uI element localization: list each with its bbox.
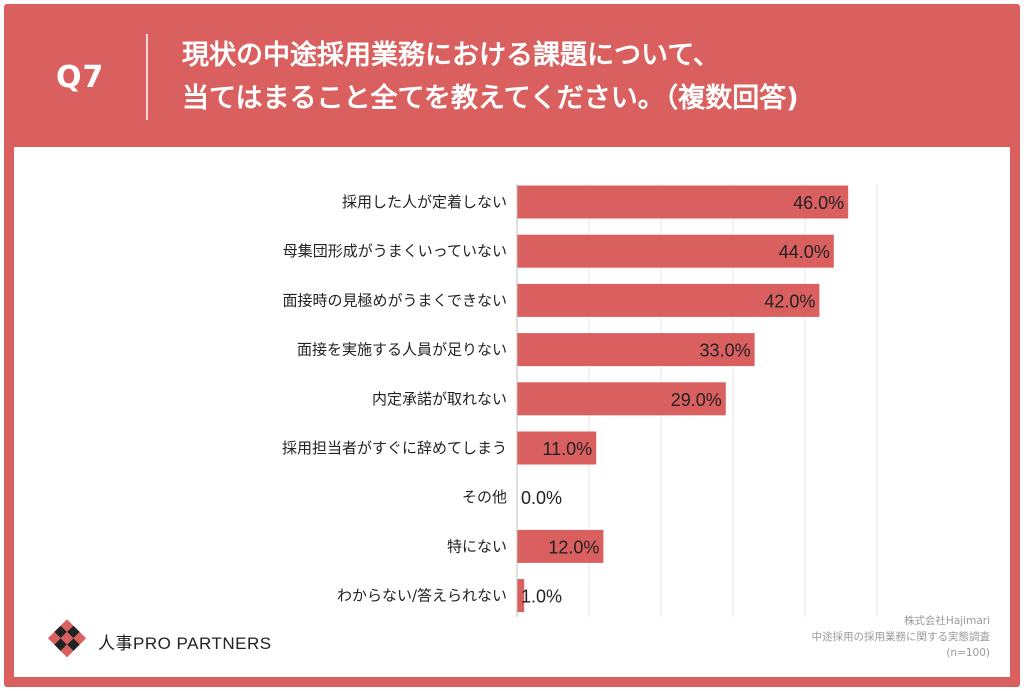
value-label: 1.0% xyxy=(521,587,562,607)
category-label: 内定承諾が取れない xyxy=(372,390,507,408)
bar xyxy=(517,382,726,416)
category-label: 母集団形成がうまくいっていない xyxy=(283,242,507,260)
category-label: その他 xyxy=(462,488,507,506)
source-company: 株式会社Hajimari xyxy=(903,615,990,627)
question-number: Q7 xyxy=(56,60,105,95)
bar xyxy=(517,333,755,367)
value-label: 0.0% xyxy=(521,488,562,508)
value-label: 44.0% xyxy=(779,242,830,262)
logo-text: 人事PRO PARTNERS xyxy=(98,634,272,653)
value-label: 42.0% xyxy=(764,291,815,311)
source-survey: 中途採用の採用業務に関する実態調査 xyxy=(811,631,991,643)
category-label: 採用担当者がすぐに辞めてしまう xyxy=(282,439,507,457)
category-label: 面接時の見極めがうまくできない xyxy=(282,291,507,309)
header-divider xyxy=(146,34,148,120)
bar xyxy=(517,431,597,465)
value-label: 29.0% xyxy=(671,390,722,410)
question-title-line-2: 当てはまること全てを教えてください。（複数回答) xyxy=(182,83,799,114)
bar xyxy=(517,283,820,317)
question-card: Q7 現状の中途採用業務における課題について、 当てはまること全てを教えてくださ… xyxy=(4,4,1020,687)
value-label: 46.0% xyxy=(793,193,844,213)
bar xyxy=(517,579,525,613)
bar xyxy=(517,234,834,268)
category-label: わからない/答えられない xyxy=(337,587,507,605)
category-label: 特にない xyxy=(447,537,507,555)
question-title: 現状の中途採用業務における課題について、 当てはまること全てを教えてください。（… xyxy=(182,34,799,120)
value-label: 33.0% xyxy=(700,341,751,361)
checkered-logo-icon xyxy=(47,619,87,658)
question-title-line-1: 現状の中途採用業務における課題について、 xyxy=(182,40,720,71)
question-header: Q7 現状の中途採用業務における課題について、 当てはまること全てを教えてくださ… xyxy=(4,4,1020,147)
source-sample: (n=100) xyxy=(946,647,990,659)
value-label: 12.0% xyxy=(548,537,599,557)
bar xyxy=(517,529,604,563)
category-label: 面接を実施する人員が足りない xyxy=(297,341,507,359)
source-note: 株式会社Hajimari 中途採用の採用業務に関する実態調査 (n=100) xyxy=(812,613,991,661)
value-label: 11.0% xyxy=(542,439,592,459)
bar-chart: 採用した人が定着しない 46.0% 母集団形成がうまくいっていない 44.0% 面接時の… xyxy=(282,184,878,617)
bar xyxy=(517,185,849,219)
chart-panel: 採用した人が定着しない 46.0% 母集団形成がうまくいっていない 44.0% 面接時の… xyxy=(14,147,1010,677)
category-label: 採用した人が定着しない xyxy=(342,193,507,211)
